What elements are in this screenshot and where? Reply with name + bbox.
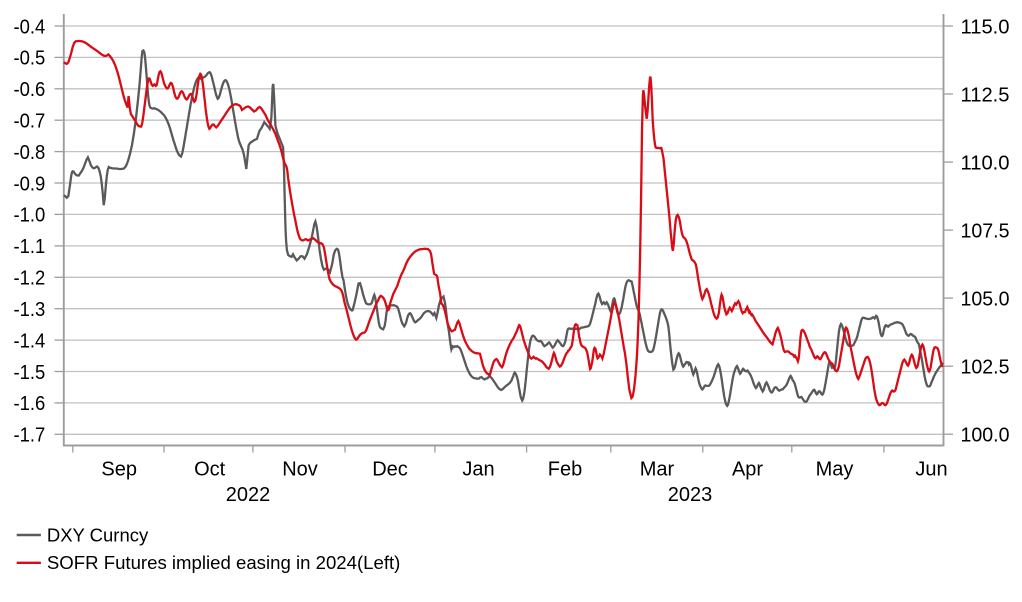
- svg-text:-0.4: -0.4: [14, 15, 46, 38]
- svg-text:105.0: 105.0: [961, 287, 1010, 310]
- svg-text:115.0: 115.0: [961, 15, 1010, 38]
- svg-text:-1.6: -1.6: [14, 392, 46, 415]
- svg-text:-1.0: -1.0: [14, 204, 46, 227]
- svg-text:DXY Curncy: DXY Curncy: [47, 525, 148, 545]
- svg-text:Oct: Oct: [194, 459, 226, 481]
- svg-text:2023: 2023: [668, 484, 713, 506]
- svg-text:-0.7: -0.7: [14, 110, 46, 133]
- svg-text:-0.6: -0.6: [14, 78, 46, 101]
- svg-text:112.5: 112.5: [961, 83, 1010, 106]
- svg-text:Jun: Jun: [915, 459, 947, 481]
- svg-text:Feb: Feb: [548, 459, 582, 481]
- svg-text:110.0: 110.0: [961, 151, 1010, 174]
- svg-text:-0.9: -0.9: [14, 172, 46, 195]
- svg-text:-1.3: -1.3: [14, 298, 46, 321]
- svg-text:SOFR Futures implied easing in: SOFR Futures implied easing in 2024(Left…: [47, 553, 401, 573]
- svg-text:100.0: 100.0: [961, 424, 1010, 447]
- svg-text:Mar: Mar: [640, 459, 675, 481]
- svg-text:-1.7: -1.7: [14, 424, 46, 447]
- svg-text:Sep: Sep: [101, 459, 137, 481]
- svg-text:-1.4: -1.4: [14, 329, 46, 352]
- svg-text:Nov: Nov: [282, 459, 318, 481]
- svg-text:Dec: Dec: [372, 459, 408, 481]
- svg-text:-0.5: -0.5: [14, 47, 46, 70]
- svg-text:Apr: Apr: [732, 459, 763, 481]
- svg-text:-1.1: -1.1: [14, 235, 46, 258]
- svg-text:102.5: 102.5: [961, 356, 1010, 379]
- svg-text:May: May: [816, 459, 854, 481]
- svg-text:2022: 2022: [226, 484, 271, 506]
- svg-text:-1.5: -1.5: [14, 361, 46, 384]
- svg-text:Jan: Jan: [462, 459, 494, 481]
- svg-text:-0.8: -0.8: [14, 141, 46, 164]
- svg-text:107.5: 107.5: [961, 219, 1010, 242]
- svg-text:-1.2: -1.2: [14, 267, 46, 290]
